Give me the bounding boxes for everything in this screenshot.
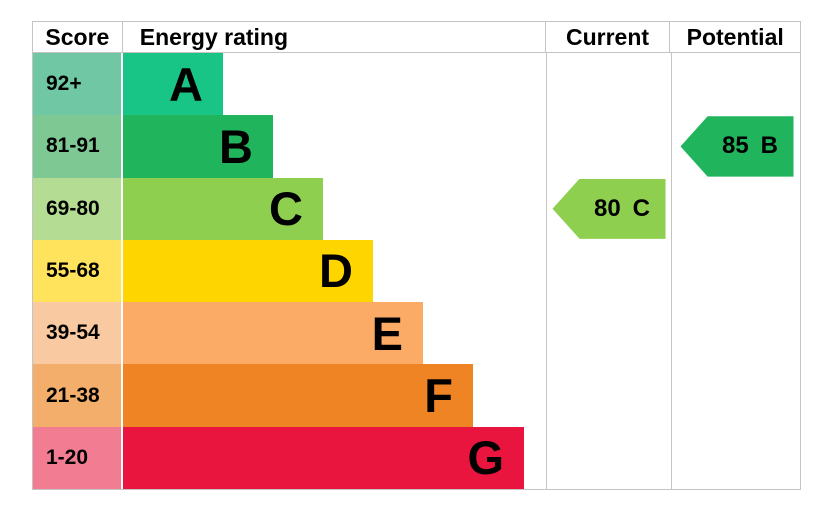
- band-grade-letter: A: [169, 57, 203, 111]
- band-row-f: 21-38 F: [33, 364, 546, 427]
- band-grade-letter: G: [467, 431, 504, 485]
- current-rating-arrow: 80 C: [552, 178, 666, 239]
- potential-column: 85 B: [671, 53, 802, 489]
- current-score-value: 80: [593, 194, 621, 222]
- potential-grade-letter: B: [760, 132, 779, 160]
- band-row-g: 1-20 G: [33, 426, 546, 489]
- potential-column-header: Potential: [669, 22, 800, 52]
- band-row-a: 92+ A: [33, 53, 546, 116]
- band-row-c: 69-80 C: [33, 177, 546, 240]
- epc-table: Score Energy rating Current Potential 92…: [32, 21, 801, 490]
- band-row-b: 81-91 B: [33, 115, 546, 178]
- current-grade-letter: C: [632, 194, 651, 222]
- potential-rating-arrow: 85 B: [680, 116, 794, 177]
- band-row-d: 55-68 D: [33, 239, 546, 303]
- band-grade-letter: C: [269, 182, 303, 236]
- band-score-range: 21-38: [33, 364, 121, 427]
- band-bar-b: B: [123, 115, 273, 178]
- band-score-range: 92+: [33, 53, 121, 116]
- band-score-range: 81-91: [33, 115, 121, 178]
- band-bar-g: G: [123, 426, 524, 489]
- band-grade-letter: D: [319, 244, 353, 298]
- current-column: 80 C: [546, 53, 671, 489]
- energy-rating-column-header: Energy rating: [139, 23, 289, 50]
- band-score-range: 55-68: [33, 239, 121, 303]
- band-grade-letter: B: [219, 119, 253, 173]
- band-score-range: 1-20: [33, 426, 121, 489]
- band-bar-e: E: [123, 302, 423, 365]
- epc-bands-area: 92+ A 81-91 B 69-80 C 55-68 D 39-54 E 21-38 F 1-20 G …: [33, 53, 800, 489]
- band-score-range: 39-54: [33, 302, 121, 365]
- band-rows: 92+ A 81-91 B 69-80 C 55-68 D 39-54 E 21-38 F 1-20 G: [33, 53, 546, 489]
- band-grade-letter: F: [424, 369, 453, 423]
- band-bar-c: C: [123, 177, 323, 240]
- band-grade-letter: E: [371, 306, 403, 360]
- band-row-e: 39-54 E: [33, 302, 546, 365]
- band-score-range: 69-80: [33, 177, 121, 240]
- band-bar-d: D: [123, 239, 373, 303]
- band-bar-a: A: [123, 53, 223, 116]
- score-column-header: Score: [33, 22, 123, 52]
- band-bar-f: F: [123, 364, 473, 427]
- potential-score-value: 85: [721, 132, 749, 160]
- header-row: Score Energy rating Current Potential: [33, 22, 800, 53]
- current-column-header: Current: [544, 22, 670, 52]
